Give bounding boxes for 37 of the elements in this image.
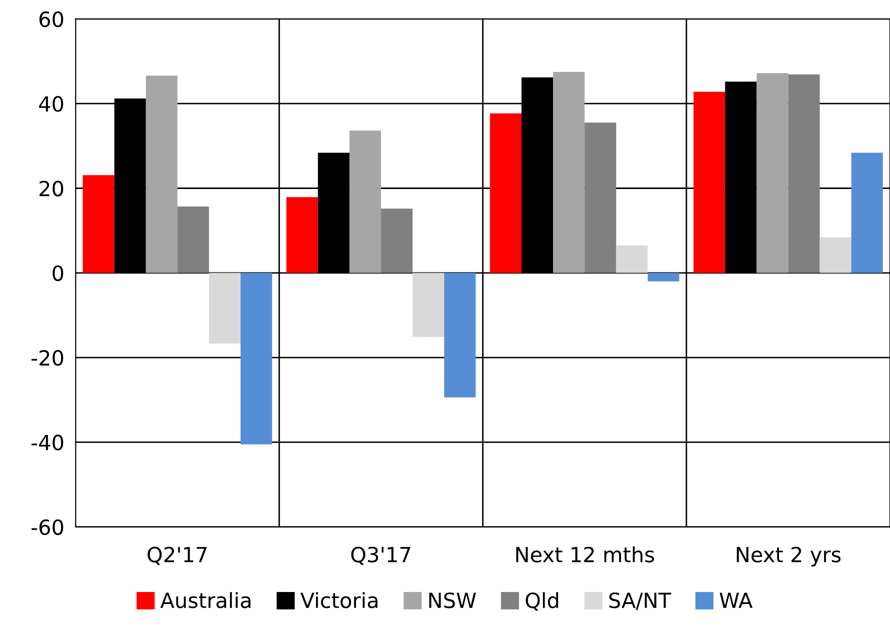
bar (146, 76, 178, 273)
legend-label: SA/NT (609, 592, 672, 610)
bar (788, 74, 820, 273)
x-tick-label: Q3'17 (351, 546, 410, 565)
bar (381, 208, 413, 273)
legend-label: Qld (526, 592, 558, 611)
y-tick-label: 20 (40, 180, 64, 196)
bar (756, 73, 788, 273)
bar (349, 130, 382, 273)
legend-label: Australia (160, 592, 250, 608)
bar (82, 175, 114, 273)
y-tick-label: 0 (52, 265, 64, 282)
bar (616, 245, 648, 273)
y-tick-label: 60 (39, 11, 64, 28)
x-tick-label: Q2'17 (148, 546, 207, 565)
legend-label: NSW (429, 592, 476, 608)
bar (553, 72, 585, 273)
y-tick-label: -60 (32, 519, 64, 536)
bar (584, 122, 616, 273)
x-tick-label: Next 12 mths (516, 546, 654, 562)
bar (286, 197, 318, 273)
bar (240, 272, 272, 444)
bar (851, 152, 883, 273)
bar (209, 272, 241, 344)
y-tick-label: 40 (39, 96, 64, 112)
bar (820, 237, 852, 273)
legend-label: Victoria (300, 592, 378, 608)
bar (177, 206, 209, 273)
y-tick-label: -20 (32, 350, 64, 366)
bar (648, 272, 680, 282)
bar (490, 113, 522, 273)
bar (444, 272, 476, 398)
bar (694, 92, 726, 273)
bar (412, 272, 444, 337)
legend-label: WA (720, 592, 753, 608)
y-tick-label: -40 (32, 434, 64, 450)
x-tick-label: Next 2 yrs (736, 546, 841, 566)
